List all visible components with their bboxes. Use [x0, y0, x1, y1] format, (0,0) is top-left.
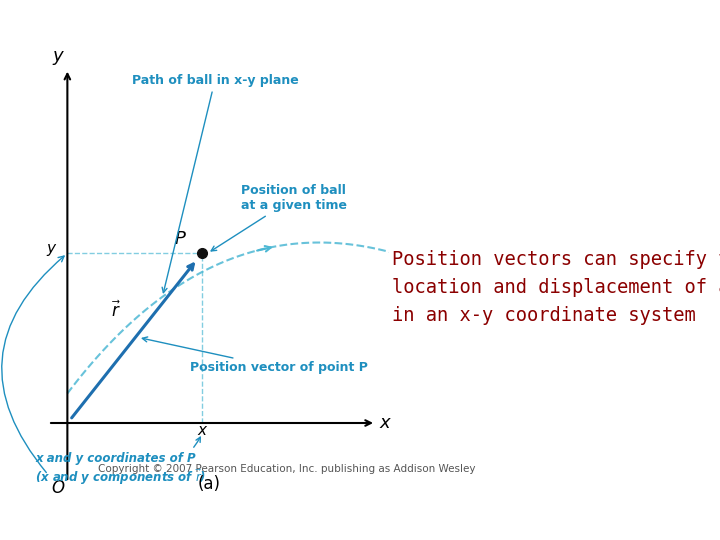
- Text: Position vector of point P: Position vector of point P: [143, 337, 367, 374]
- Text: Path of ball in x-y plane: Path of ball in x-y plane: [132, 73, 298, 293]
- Text: $x$: $x$: [379, 414, 392, 432]
- Text: $y$: $y$: [46, 242, 58, 258]
- Text: $P$: $P$: [174, 231, 187, 248]
- Text: $\vec{r}$: $\vec{r}$: [111, 300, 121, 321]
- Text: Position vectors can specify the
location and displacement of a point
in an x-y : Position vectors can specify the locatio…: [392, 249, 720, 325]
- Text: Copyright © 2007 Pearson Education, Inc. publishing as Addison Wesley: Copyright © 2007 Pearson Education, Inc.…: [98, 464, 475, 475]
- Text: $O$: $O$: [50, 479, 65, 497]
- Text: $x$: $x$: [197, 423, 208, 438]
- Text: $y$: $y$: [52, 49, 65, 68]
- Text: x and y coordinates of P
(x and y components of $\vec{r}$): x and y coordinates of P (x and y compon…: [35, 437, 207, 487]
- Text: Position of ball
at a given time: Position of ball at a given time: [211, 184, 347, 251]
- Text: (a): (a): [197, 475, 220, 494]
